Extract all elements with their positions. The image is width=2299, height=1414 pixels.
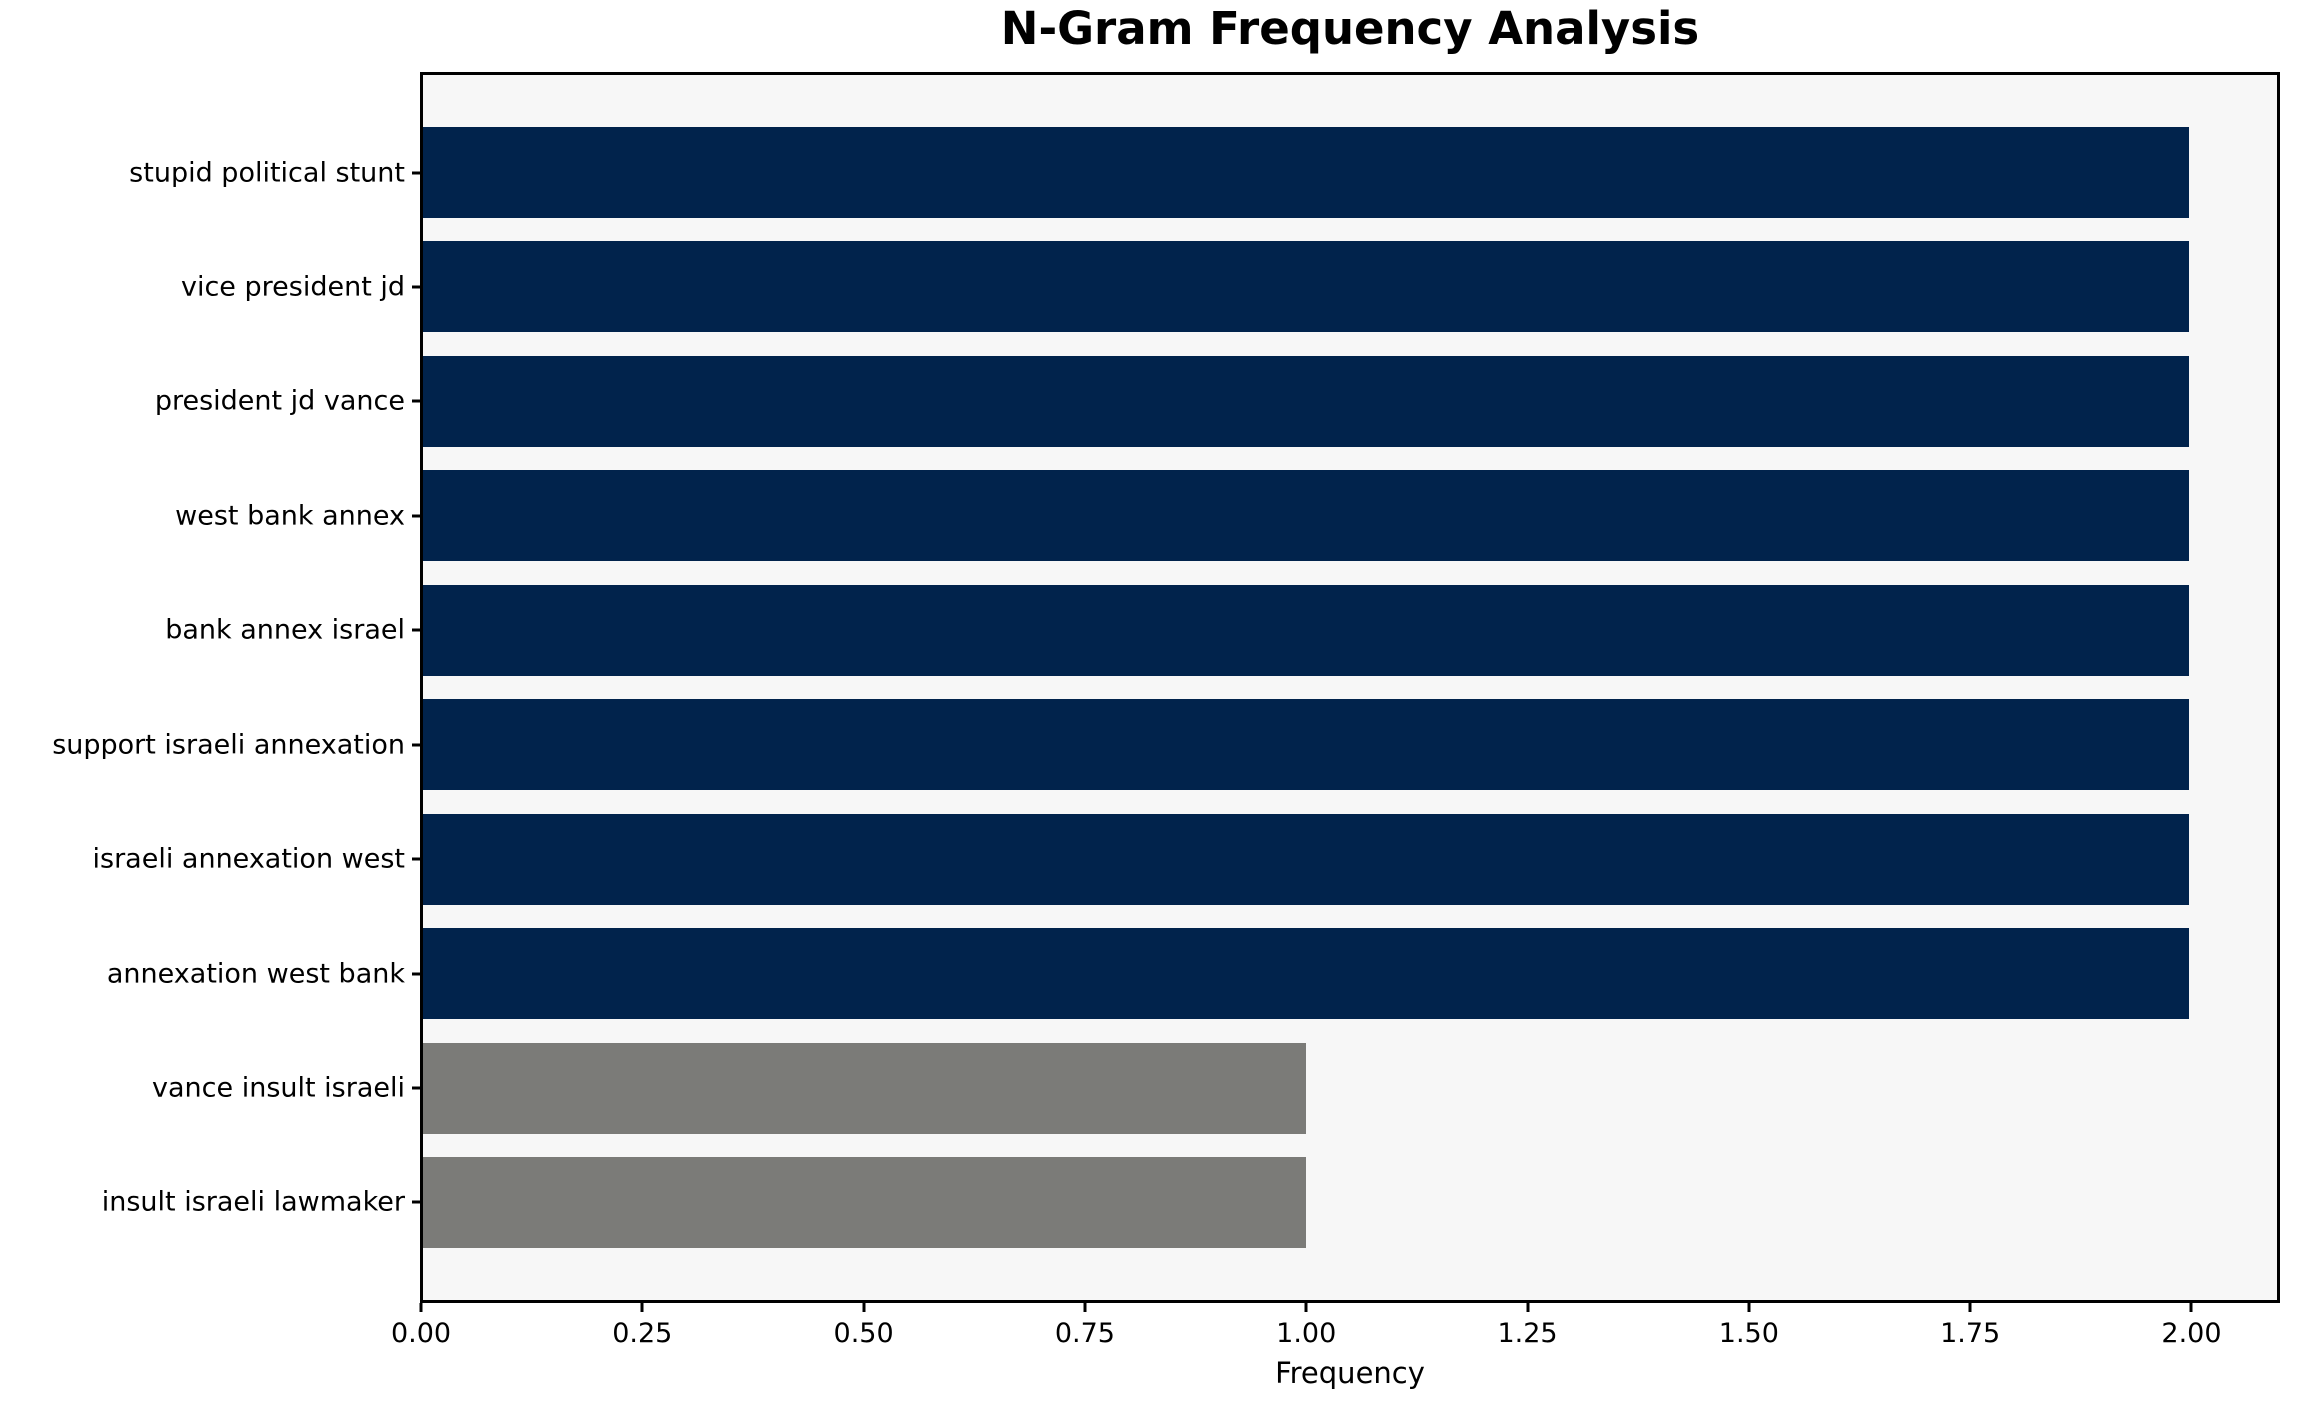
bar-row: stupid political stunt	[129, 127, 2277, 218]
bar-row: west bank annex	[175, 470, 2277, 562]
y-tick-label: west bank annex	[175, 500, 405, 532]
y-tick-mark	[412, 972, 421, 976]
y-tick-label: vance insult israeli	[152, 1072, 405, 1104]
x-tick-mark	[1304, 1303, 1308, 1312]
y-tick-mark	[412, 857, 421, 861]
x-tick-mark	[1083, 1303, 1087, 1312]
bar-row: annexation west bank	[107, 928, 2277, 1020]
y-tick-label: stupid political stunt	[129, 157, 405, 188]
x-tick-mark	[1747, 1303, 1751, 1312]
x-tick-label: 1.75	[1940, 1318, 2001, 1349]
y-tick-mark	[412, 628, 421, 632]
y-tick-label: vice president jd	[180, 271, 405, 303]
y-tick-label: israeli annexation west	[92, 843, 406, 875]
x-tick-label: 0.50	[833, 1318, 894, 1349]
bar	[423, 470, 2189, 562]
y-tick-label: president jd vance	[154, 385, 405, 417]
bar	[423, 241, 2189, 333]
y-tick-label: bank annex israel	[165, 614, 405, 646]
y-tick-mark	[412, 1086, 421, 1090]
y-tick-mark	[412, 399, 421, 403]
bar-row: insult israeli lawmaker	[102, 1156, 2277, 1248]
bar	[423, 813, 2189, 905]
x-tick-mark	[1968, 1303, 1972, 1312]
y-tick-mark	[412, 1200, 421, 1204]
x-tick-label: 0.25	[612, 1318, 673, 1349]
bars-container: stupid political stunt vice president jd p…	[52, 75, 2277, 1300]
y-tick-label: support israeli annexation	[52, 729, 405, 761]
plot-area: stupid political stunt vice president jd p…	[52, 72, 2280, 1303]
bar	[423, 1156, 1306, 1248]
bar	[423, 699, 2189, 791]
bar-row: president jd vance	[155, 355, 2277, 447]
x-tick-label: 1.00	[1276, 1318, 1337, 1349]
bar-row: vance insult israeli	[152, 1042, 2277, 1134]
bar	[423, 127, 2189, 218]
x-tick-label: 0.75	[1054, 1318, 1115, 1349]
bar-row: bank annex israel	[165, 584, 2277, 676]
y-tick-mark	[412, 514, 421, 518]
x-tick-mark	[419, 1303, 423, 1312]
x-tick-mark	[1526, 1303, 1530, 1312]
bar-row: vice president jd	[181, 241, 2277, 333]
y-tick-mark	[412, 743, 421, 747]
bar	[423, 584, 2189, 676]
bar	[423, 928, 2189, 1020]
bar	[423, 355, 2189, 447]
y-tick-mark	[412, 171, 421, 174]
x-tick-mark	[2189, 1303, 2193, 1312]
y-tick-label: insult israeli lawmaker	[101, 1186, 405, 1218]
x-axis-label: Frequency	[1275, 1356, 1425, 1390]
x-tick-label: 0.00	[390, 1318, 452, 1349]
x-tick-label: 1.50	[1718, 1318, 1779, 1349]
x-tick-label: 2.00	[2161, 1318, 2222, 1349]
y-tick-label: annexation west bank	[106, 958, 405, 990]
y-tick-mark	[412, 285, 421, 289]
bar-row: support israeli annexation	[52, 699, 2277, 791]
bar	[423, 1042, 1306, 1134]
chart-title: N-Gram Frequency Analysis	[1000, 2, 1700, 55]
x-tick-mark	[862, 1303, 866, 1312]
x-tick-mark	[640, 1303, 644, 1312]
bar-row: israeli annexation west	[93, 813, 2277, 905]
x-tick-label: 1.25	[1497, 1318, 1558, 1349]
